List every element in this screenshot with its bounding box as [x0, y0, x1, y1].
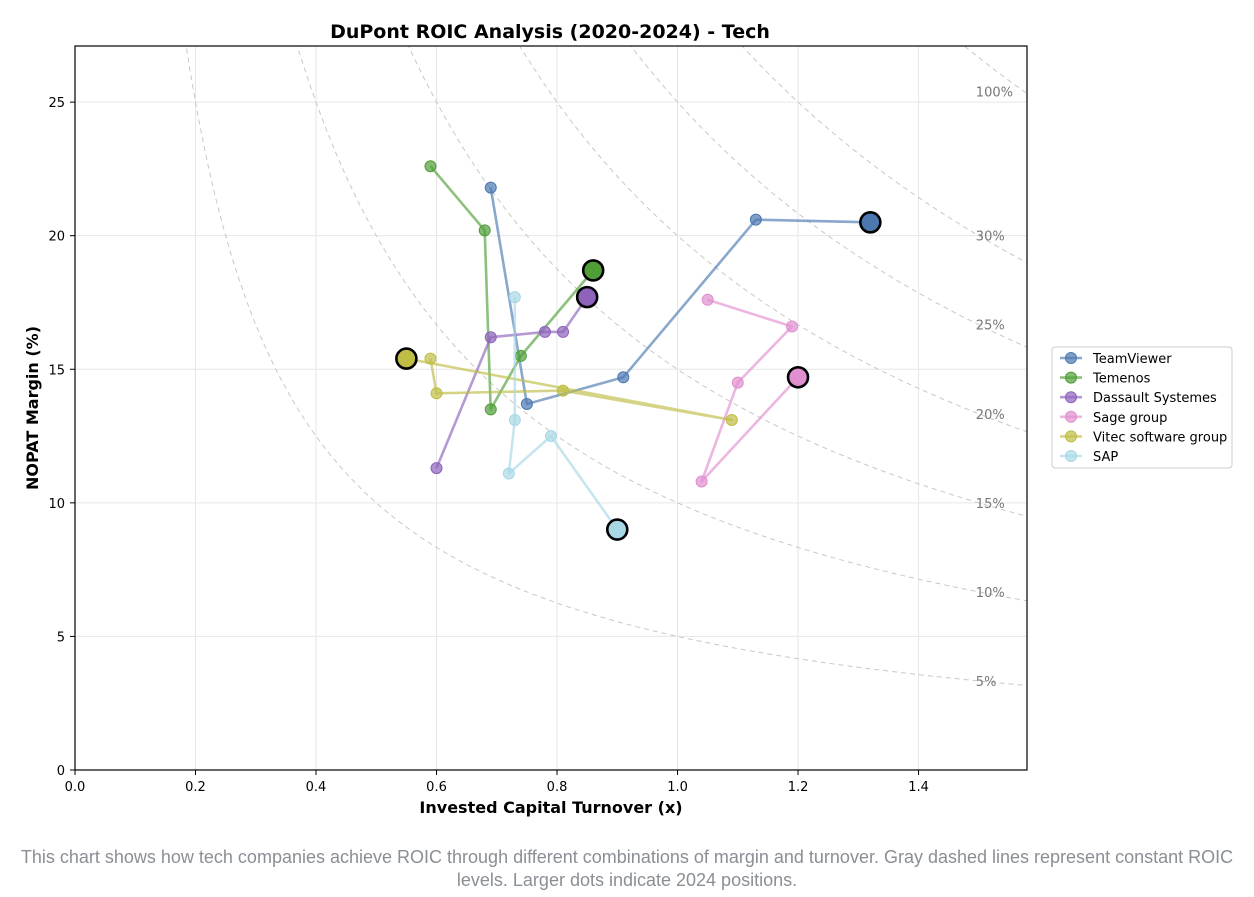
data-point [502, 467, 515, 480]
legend-swatch-marker [1065, 450, 1077, 462]
iso-roic-label: 5% [976, 675, 997, 690]
y-tick-label: 10 [48, 497, 65, 512]
data-point-2024 [605, 518, 629, 541]
legend-label: Temenos [1092, 372, 1151, 387]
series-4 [395, 347, 738, 427]
data-point [484, 181, 497, 194]
series-5 [502, 291, 629, 541]
y-tick-label: 25 [48, 96, 65, 111]
grid-lines [74, 46, 1027, 771]
data-point [424, 352, 437, 365]
x-tick-label: 0.2 [185, 780, 206, 795]
x-tick-label: 1.4 [908, 780, 929, 795]
data-point [557, 325, 570, 338]
y-axis-label: NOPAT Margin (%) [23, 326, 42, 490]
data-point [424, 160, 437, 173]
legend-label: SAP [1093, 450, 1118, 465]
iso-roic-curves [185, 46, 1027, 686]
series-line [406, 357, 734, 422]
data-point [695, 475, 708, 488]
data-point [478, 224, 491, 237]
legend-label: Vitec software group [1093, 430, 1227, 445]
chart-title: DuPont ROIC Analysis (2020-2024) - Tech [330, 21, 770, 43]
legend-swatch-marker [1065, 371, 1077, 384]
data-point-2024 [581, 259, 605, 282]
x-tick-label: 0.0 [65, 780, 86, 795]
data-point-2024 [786, 365, 810, 389]
legend-label: TeamViewer [1092, 352, 1172, 367]
data-point [545, 430, 557, 443]
x-tick-label: 1.0 [667, 780, 688, 795]
x-axis-label: Invested Capital Turnover (x) [419, 798, 682, 817]
y-axis: 0 5 10 15 20 25 [48, 96, 75, 779]
y-tick-label: 15 [48, 363, 65, 378]
data-point-2024 [859, 211, 882, 234]
legend-swatch-marker [1065, 352, 1077, 364]
series-line [429, 165, 595, 411]
legend-box [1051, 346, 1233, 469]
x-axis: 0.0 0.2 0.4 0.6 0.8 1.0 1.2 1.4 [65, 770, 929, 795]
data-point-2024 [395, 347, 418, 370]
data-point [731, 376, 744, 389]
legend-swatch-marker [1065, 430, 1077, 443]
iso-roic-labels: 5% 10% 15% 20% 25% 30% 100% [976, 85, 1013, 690]
data-point [430, 387, 443, 400]
iso-roic-curve-6 [963, 46, 1027, 95]
x-tick-label: 1.2 [788, 780, 809, 795]
iso-roic-curve-1 [296, 46, 1027, 602]
y-tick-label: 20 [48, 230, 65, 245]
series-line [700, 298, 799, 483]
data-point [786, 320, 799, 333]
data-point [725, 414, 738, 427]
iso-roic-curve-3 [519, 46, 1027, 433]
series-2 [430, 285, 599, 475]
y-tick-label: 5 [57, 630, 65, 645]
data-point [538, 325, 551, 338]
iso-roic-curve-0 [185, 46, 1027, 686]
x-tick-label: 0.6 [426, 780, 447, 795]
data-point [508, 291, 521, 304]
series-group [395, 160, 882, 541]
legend-label: Sage group [1093, 411, 1167, 426]
chart-caption: This chart shows how tech companies achi… [20, 847, 1234, 890]
legend: TeamViewer Temenos Dassault Systemes Sage g… [1051, 346, 1233, 469]
series-0 [484, 181, 882, 410]
data-point [484, 403, 497, 416]
data-point [514, 349, 527, 362]
data-point [484, 331, 497, 344]
legend-swatch-marker [1065, 391, 1077, 404]
x-tick-label: 0.4 [306, 780, 327, 795]
iso-roic-label: 100% [976, 85, 1013, 100]
iso-roic-label: 20% [976, 408, 1005, 423]
iso-roic-curve-2 [407, 46, 1027, 517]
data-point [508, 414, 521, 427]
data-point [617, 371, 630, 384]
iso-roic-label: 25% [976, 319, 1005, 334]
plot-frame [74, 45, 1028, 771]
iso-roic-label: 15% [976, 497, 1005, 512]
data-point [520, 397, 533, 410]
data-point-2024 [575, 285, 599, 309]
legend-swatch-marker [1065, 410, 1077, 423]
data-point [430, 462, 443, 475]
x-tick-label: 0.8 [547, 780, 568, 795]
legend-label: Dassault Systemes [1093, 391, 1217, 406]
data-point [701, 293, 714, 306]
iso-roic-label: 10% [976, 586, 1005, 601]
iso-roic-curve-4 [630, 46, 1027, 348]
iso-roic-label: 30% [976, 230, 1005, 245]
y-tick-label: 0 [57, 764, 65, 779]
data-point [749, 213, 762, 226]
data-point [557, 384, 570, 397]
series-3 [695, 293, 810, 488]
